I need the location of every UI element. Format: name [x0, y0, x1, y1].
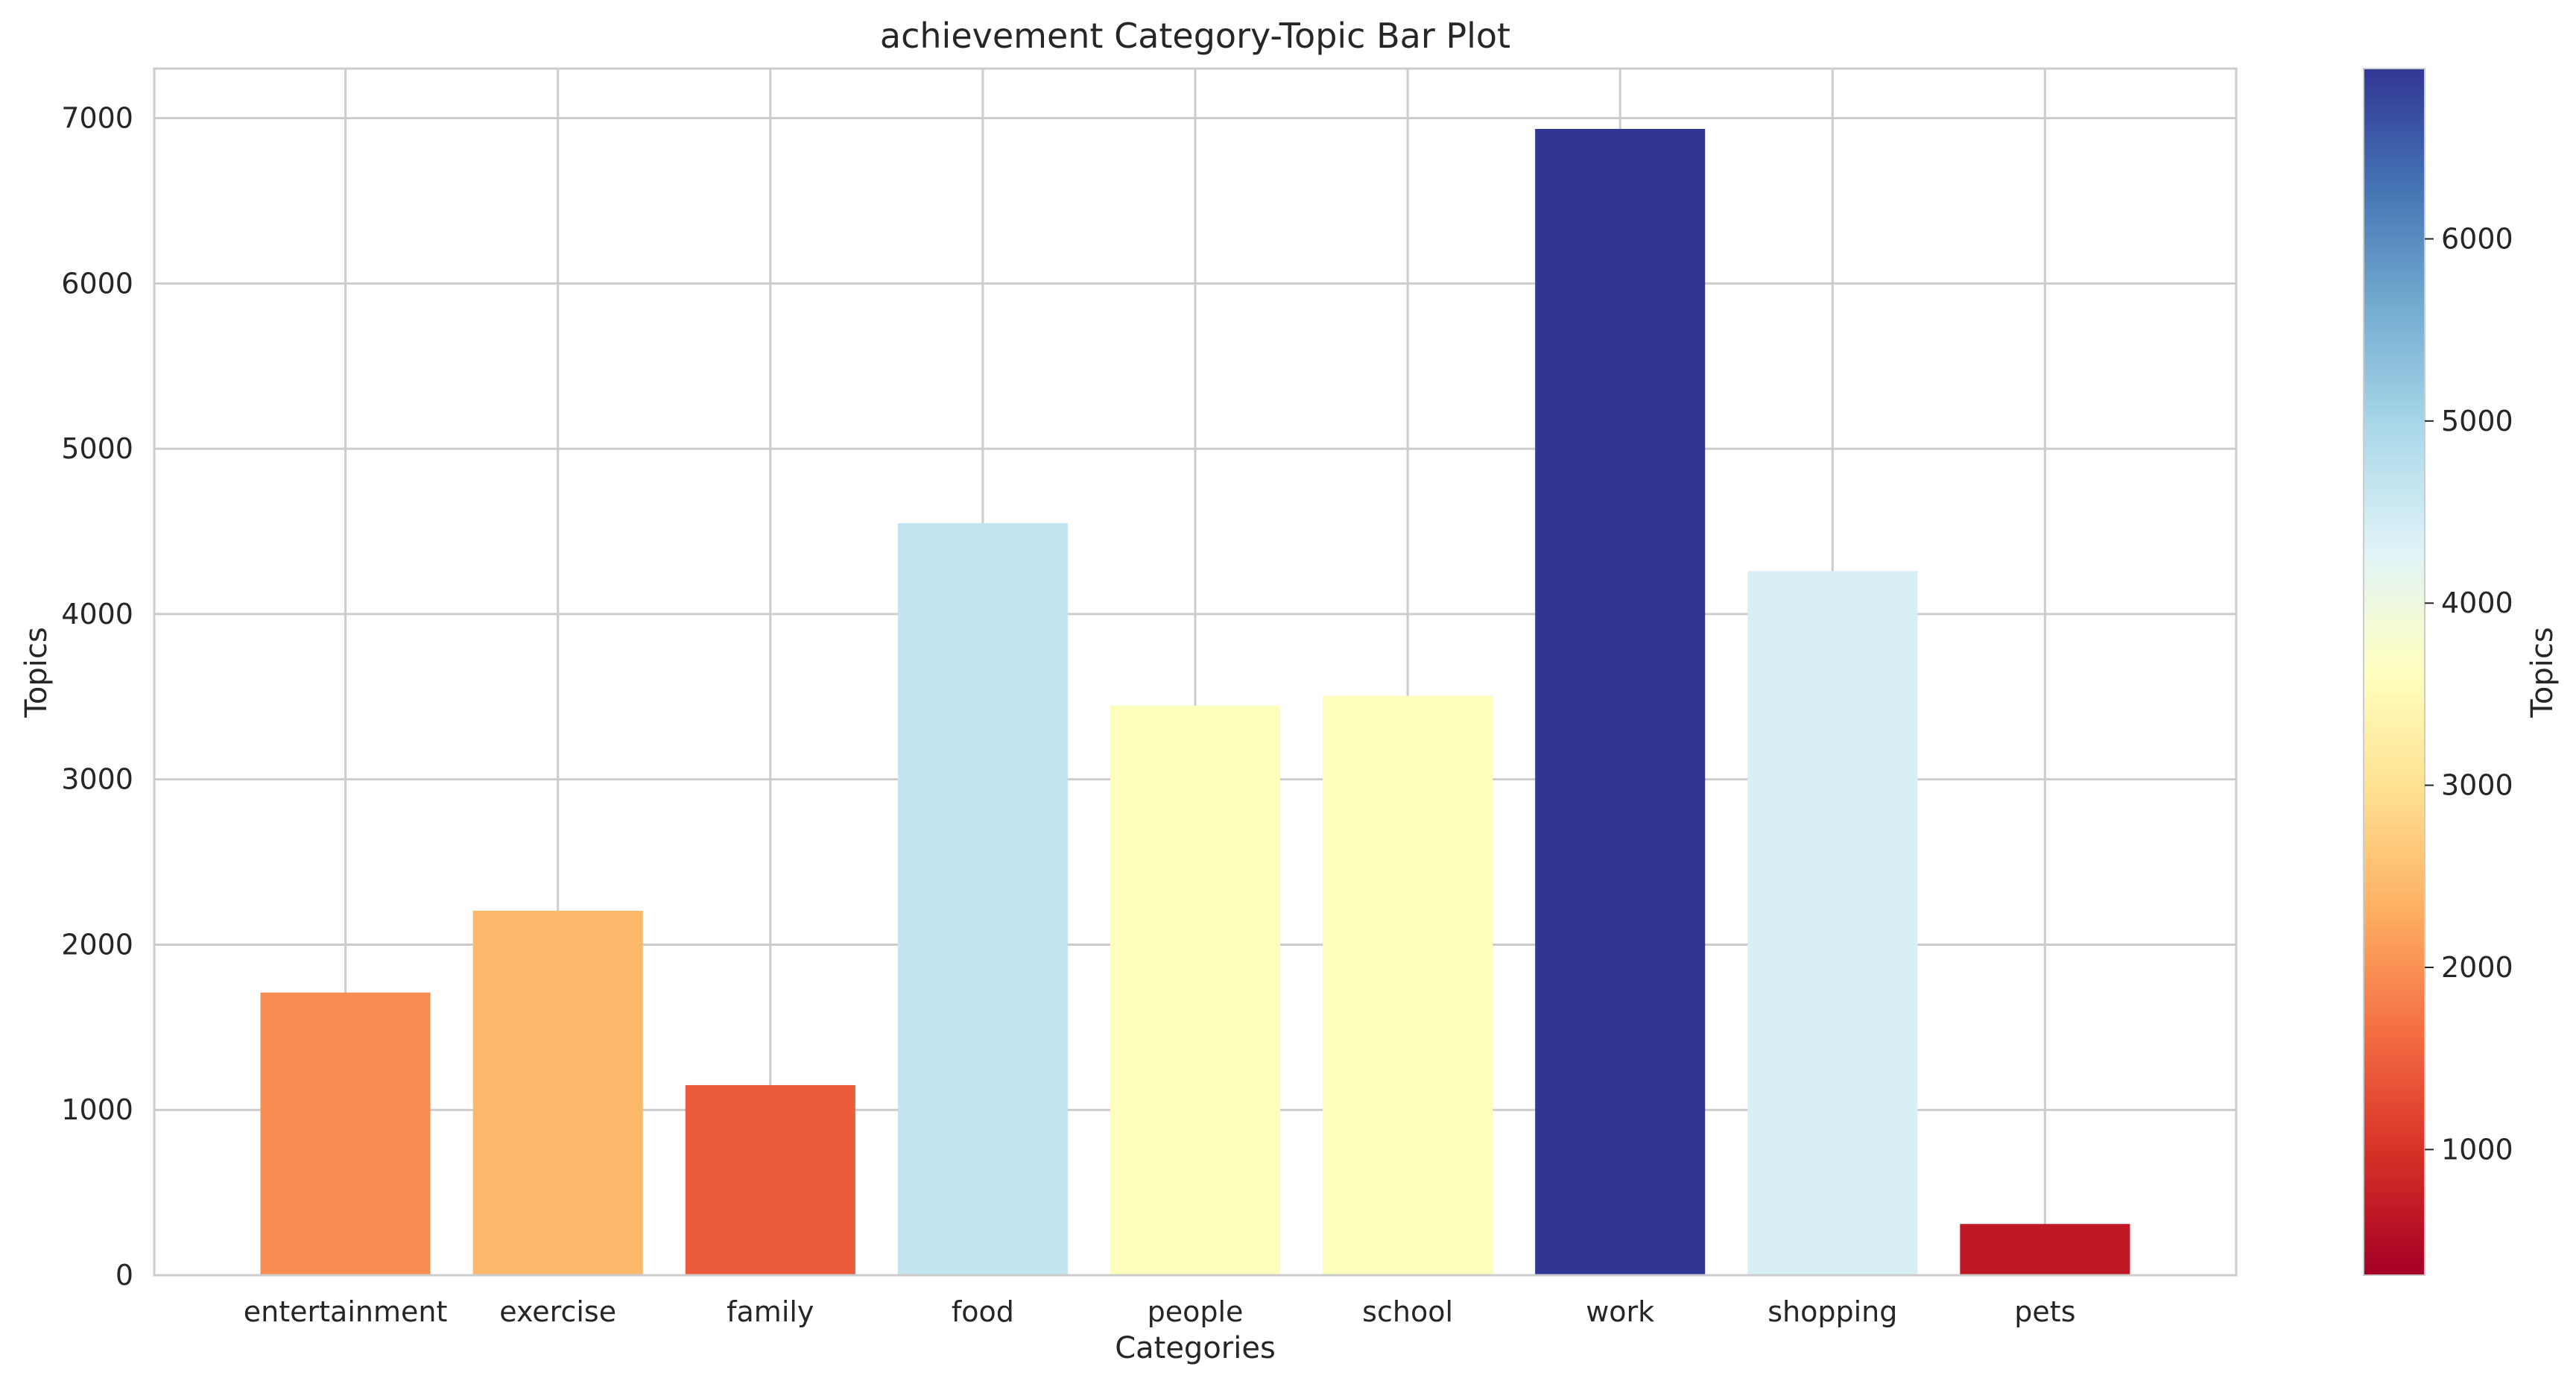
y-tick-labels: 0 1000 2000 3000 4000 5000 6000 7000 — [61, 102, 133, 1292]
x-tick-label: family — [727, 1295, 814, 1328]
colorbar: 1000 2000 3000 4000 5000 6000 Topics — [2363, 68, 2560, 1276]
x-tick-label: school — [1362, 1295, 1453, 1328]
bar-food — [897, 522, 1068, 1275]
bar-shopping — [1747, 571, 1918, 1275]
colorbar-tick-label: 1000 — [2441, 1133, 2513, 1166]
colorbar-tick-label: 6000 — [2441, 222, 2513, 255]
x-tick-label: pets — [2014, 1295, 2075, 1328]
y-tick-label: 7000 — [61, 102, 133, 135]
colorbar-tick-label: 4000 — [2441, 587, 2513, 619]
y-tick-label: 2000 — [61, 928, 133, 961]
x-tick-label: food — [952, 1295, 1014, 1328]
colorbar-tick-label: 2000 — [2441, 951, 2513, 984]
bar-work — [1535, 128, 1706, 1276]
bars — [260, 128, 2130, 1276]
colorbar-ticks: 1000 2000 3000 4000 5000 6000 — [2425, 222, 2513, 1166]
y-tick-label: 0 — [115, 1259, 133, 1292]
x-axis-label: Categories — [1115, 1331, 1276, 1365]
bar-exercise — [472, 910, 643, 1275]
colorbar-gradient — [2363, 68, 2425, 1276]
plot-frame — [153, 67, 2238, 1277]
x-tick-labels: entertainment exercise family food people sch… — [244, 1295, 2076, 1328]
chart-title: achievement Category-Topic Bar Plot — [880, 16, 1510, 56]
bar-entertainment — [260, 992, 431, 1275]
bar-people — [1110, 705, 1281, 1275]
colorbar-label: Topics — [2525, 627, 2560, 718]
bar-pets — [1960, 1224, 2130, 1275]
colorbar-tick-label: 3000 — [2441, 769, 2513, 802]
colorbar-tick-label: 5000 — [2441, 405, 2513, 437]
x-tick-label: work — [1586, 1295, 1654, 1328]
bar-school — [1323, 695, 1493, 1275]
y-tick-label: 3000 — [61, 763, 133, 796]
y-tick-label: 5000 — [61, 432, 133, 465]
x-tick-label: entertainment — [244, 1295, 448, 1328]
x-tick-label: exercise — [499, 1295, 616, 1328]
y-tick-label: 1000 — [61, 1093, 133, 1126]
y-axis-label: Topics — [19, 627, 54, 718]
x-tick-label: shopping — [1768, 1295, 1897, 1328]
x-tick-label: people — [1148, 1295, 1244, 1328]
y-tick-label: 6000 — [61, 267, 133, 300]
bar-family — [685, 1084, 855, 1275]
y-tick-label: 4000 — [61, 598, 133, 631]
